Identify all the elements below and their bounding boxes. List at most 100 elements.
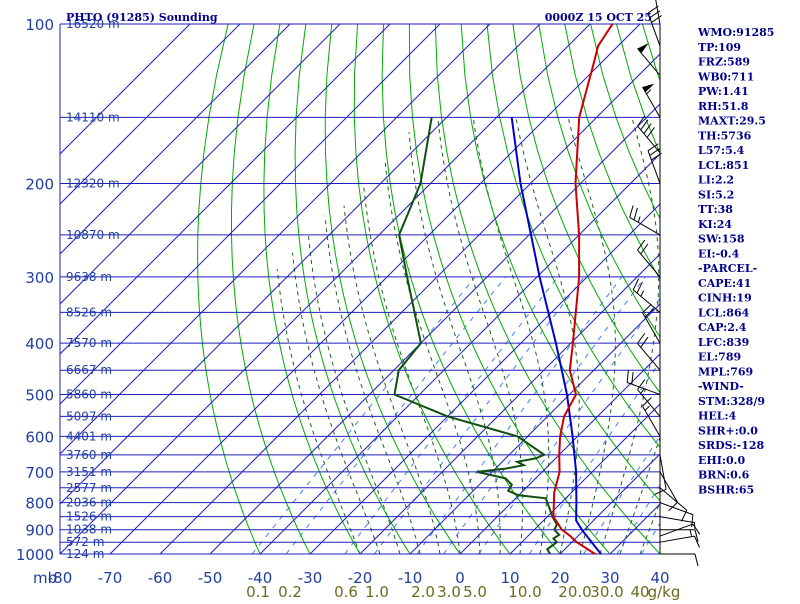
moist-adiabat <box>600 117 659 554</box>
wind-barb-pennant <box>638 43 649 53</box>
pressure-tick-label: 700 <box>25 464 54 482</box>
mixing-ratio-label: 1.0 <box>365 583 389 600</box>
pressure-unit-label: mb <box>33 569 57 587</box>
wind-barb-half <box>645 406 649 410</box>
index-line: LI:2.2 <box>698 174 734 187</box>
height-label: 3151 m <box>66 465 112 479</box>
dry-adiabat <box>409 24 620 565</box>
index-line: MAXT:29.5 <box>698 115 766 128</box>
wind-barb-flag <box>641 120 648 130</box>
wind-barb-flag <box>638 333 645 343</box>
dry-adiabat <box>354 24 518 565</box>
height-label: 14110 m <box>66 110 120 124</box>
height-label: 4401 m <box>66 429 112 443</box>
pressure-tick-label: 100 <box>25 16 54 34</box>
height-label: 9638 m <box>66 270 112 284</box>
station-title: PHTO (91285) Sounding <box>66 11 218 24</box>
mixing-ratio-line <box>529 277 720 554</box>
index-line: TP:109 <box>698 41 741 54</box>
wind-barb-staff <box>660 517 694 523</box>
height-label: 1526 m <box>66 510 112 524</box>
height-label: 12320 m <box>66 177 120 191</box>
height-label: 10870 m <box>66 228 120 242</box>
index-line: FRZ:589 <box>698 56 750 69</box>
index-line: EHI:0.0 <box>698 454 745 467</box>
wind-barb-staff <box>638 126 660 153</box>
mixing-ratio-label: 0.1 <box>246 583 270 600</box>
isotherm <box>0 24 390 554</box>
mixing-ratio-label: 20.0 <box>558 583 591 600</box>
wind-barb-staff <box>643 406 661 436</box>
index-line: HEL:4 <box>698 410 737 423</box>
index-line: EL:789 <box>698 351 741 364</box>
wind-barb-flag <box>695 554 698 566</box>
height-label: 6667 m <box>66 363 112 377</box>
pressure-tick-label: 900 <box>25 522 54 540</box>
wind-barb <box>660 530 698 542</box>
pressure-tick-label: 400 <box>25 335 54 353</box>
index-line: PW:1.41 <box>698 85 749 98</box>
mixing-ratio-label: g/kg <box>648 583 681 600</box>
dry-adiabat <box>232 24 316 565</box>
wind-barb-half <box>638 216 640 222</box>
dry-adiabat <box>198 24 266 565</box>
height-label: 7570 m <box>66 336 112 350</box>
index-line: MPL:769 <box>698 365 753 378</box>
wind-barb-staff <box>627 382 660 394</box>
height-label: 124 m <box>66 547 104 561</box>
pressure-tick-label: 500 <box>25 386 54 404</box>
wind-barb-staff <box>660 472 678 502</box>
wind-barb <box>638 380 660 417</box>
mixing-ratio-line <box>252 277 475 554</box>
wind-barb <box>654 0 666 24</box>
dry-adiabat <box>772 24 800 565</box>
index-line: SRDS:-128 <box>698 439 765 452</box>
index-line: EI:-0.4 <box>698 247 740 260</box>
wind-barb-flag <box>692 515 693 527</box>
index-line: -PARCEL- <box>698 262 757 275</box>
pressure-tick-label: 300 <box>25 269 54 287</box>
index-line: LFC:839 <box>698 336 749 349</box>
mixing-ratio-line <box>444 277 645 554</box>
pressure-tick-label: 600 <box>25 428 54 446</box>
wind-barb-flag <box>630 206 633 218</box>
mixing-ratio-label: 2.0 <box>411 583 435 600</box>
dry-adiabat <box>325 24 468 565</box>
mixing-ratio-label: 10.0 <box>508 583 541 600</box>
height-label: 8526 m <box>66 305 112 319</box>
index-line: CINH:19 <box>698 292 752 305</box>
wind-barb-staff <box>660 536 694 542</box>
dry-adiabat <box>461 24 721 565</box>
mixing-ratio-label: 30.0 <box>590 583 623 600</box>
wind-barb-staff <box>660 488 687 510</box>
dry-adiabat <box>295 24 417 565</box>
pressure-tick-label: 1000 <box>16 546 54 564</box>
wind-barb-flag <box>650 148 660 155</box>
mixing-ratio-label: 5.0 <box>463 583 487 600</box>
wind-barb <box>638 116 660 153</box>
index-line: KI:24 <box>698 218 732 231</box>
index-line: WB0:711 <box>697 70 754 83</box>
index-line: LCL:851 <box>698 159 749 172</box>
index-line: -WIND- <box>698 380 744 393</box>
wind-barb-staff <box>643 313 661 343</box>
moist-adiabat <box>385 159 480 554</box>
wind-barb-flag <box>681 510 686 521</box>
wind-barb <box>660 517 695 529</box>
indices-panel: WMO:91285TP:109FRZ:589WB0:711PW:1.41RH:5… <box>697 26 774 496</box>
parcel-trace <box>512 117 602 555</box>
index-line: WMO:91285 <box>697 26 774 39</box>
mixing-ratio-label: 0.6 <box>334 583 358 600</box>
isotherm <box>160 24 690 554</box>
index-line: LCL:864 <box>698 306 750 319</box>
index-line: L57:5.4 <box>698 144 745 157</box>
mixing-ratio-label: 3.0 <box>437 583 461 600</box>
wind-barb-flag <box>627 370 628 382</box>
isotherm <box>60 24 590 554</box>
wind-barb <box>633 279 660 313</box>
index-line: SHR+:0.0 <box>698 424 758 437</box>
wind-barb-flag <box>632 372 633 384</box>
wind-barb <box>627 370 660 394</box>
index-line: BSHR:65 <box>698 483 754 496</box>
isotherm <box>510 24 800 554</box>
